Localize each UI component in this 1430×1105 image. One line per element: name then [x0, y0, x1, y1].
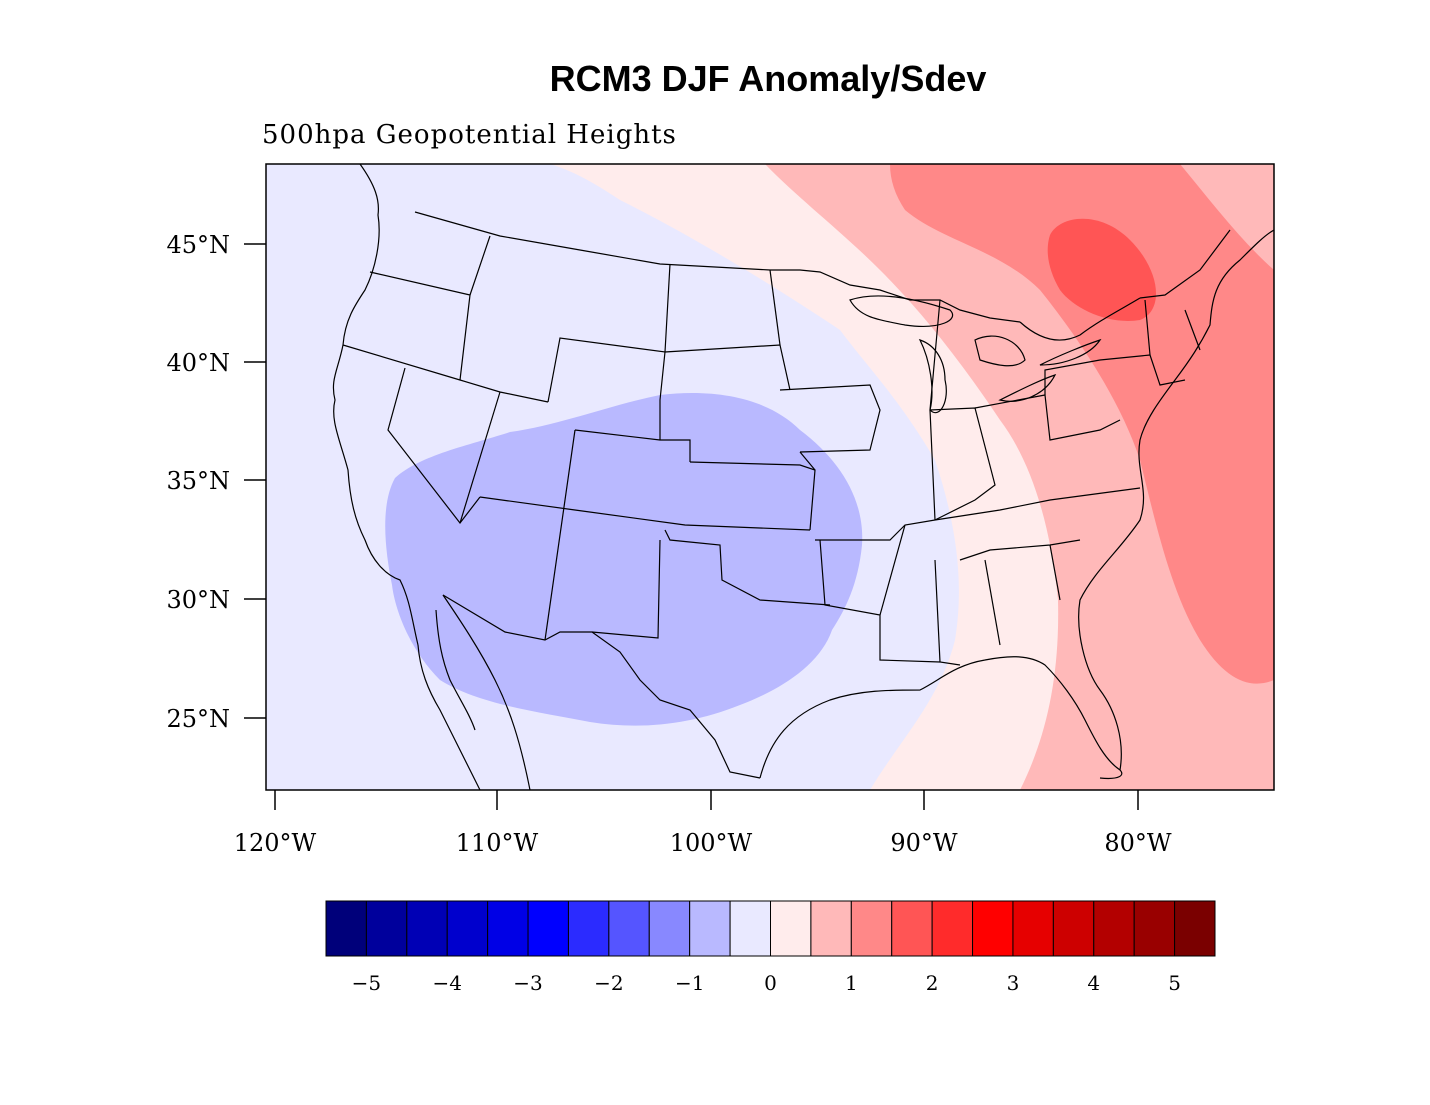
colorbar-swatch: [1093, 900, 1135, 957]
colorbar-label: 3: [1007, 971, 1020, 995]
colorbar-label: 4: [1087, 971, 1100, 995]
lon-label-80: 80°W: [1104, 829, 1172, 857]
colorbar-swatch: [1133, 900, 1176, 957]
field-region-3-to-4: [1047, 218, 1157, 321]
colorbar-swatch: [527, 900, 569, 957]
field-region-minus1-to-minus2: [385, 393, 863, 726]
colorbar-swatch: [891, 900, 933, 957]
colorbar-swatch: [770, 900, 812, 957]
map-title: RCM3 DJF Anomaly/Sdev: [549, 58, 987, 99]
colorbar-label: 2: [926, 971, 939, 995]
lat-label-30: 30°N: [166, 586, 230, 614]
lat-label-25: 25°N: [166, 705, 230, 733]
colorbar-label: 5: [1168, 971, 1181, 995]
lon-label-100: 100°W: [670, 829, 753, 857]
map-frame: [265, 163, 1275, 791]
anomaly-field: [266, 164, 1274, 790]
colorbar-label: 0: [764, 971, 777, 995]
colorbar-swatch: [567, 900, 610, 957]
longitude-axis: 120°W 110°W 100°W 90°W 80°W: [234, 790, 1172, 857]
colorbar-label: −5: [352, 971, 381, 995]
colorbar: −5 −4 −3 −2 −1 0 1 2 3 4 5: [325, 900, 1216, 995]
colorbar-label: −3: [513, 971, 542, 995]
colorbar-swatch: [931, 900, 974, 957]
colorbar-swatch: [1052, 900, 1095, 957]
colorbar-swatch: [729, 900, 771, 957]
colorbar-swatch: [689, 900, 731, 957]
colorbar-label: −4: [432, 971, 461, 995]
lon-label-90: 90°W: [890, 829, 958, 857]
colorbar-label: 1: [845, 971, 858, 995]
colorbar-swatch: [608, 900, 650, 957]
colorbar-swatch: [1012, 900, 1054, 957]
colorbar-swatch: [972, 900, 1014, 957]
colorbar-swatch: [810, 900, 852, 957]
map-subtitle: 500hpa Geopotential Heights: [262, 120, 677, 150]
colorbar-swatch: [850, 900, 893, 957]
colorbar-swatch: [487, 900, 529, 957]
lat-label-45: 45°N: [166, 231, 230, 259]
colorbar-swatch: [325, 900, 367, 957]
colorbar-swatch: [365, 900, 408, 957]
latitude-axis: 45°N 40°N 35°N 30°N 25°N: [166, 231, 266, 733]
lat-label-35: 35°N: [166, 467, 230, 495]
geographic-outlines: [332, 164, 1274, 790]
lon-label-110: 110°W: [456, 829, 539, 857]
colorbar-swatch: [446, 900, 489, 957]
colorbar-label: −1: [675, 971, 704, 995]
colorbar-label: −2: [594, 971, 623, 995]
field-region-2-to-3: [890, 164, 1274, 684]
colorbar-swatch: [406, 900, 448, 957]
colorbar-swatch: [648, 900, 691, 957]
lat-label-40: 40°N: [166, 349, 230, 377]
lon-label-120: 120°W: [234, 829, 317, 857]
colorbar-swatch: [1174, 900, 1216, 957]
